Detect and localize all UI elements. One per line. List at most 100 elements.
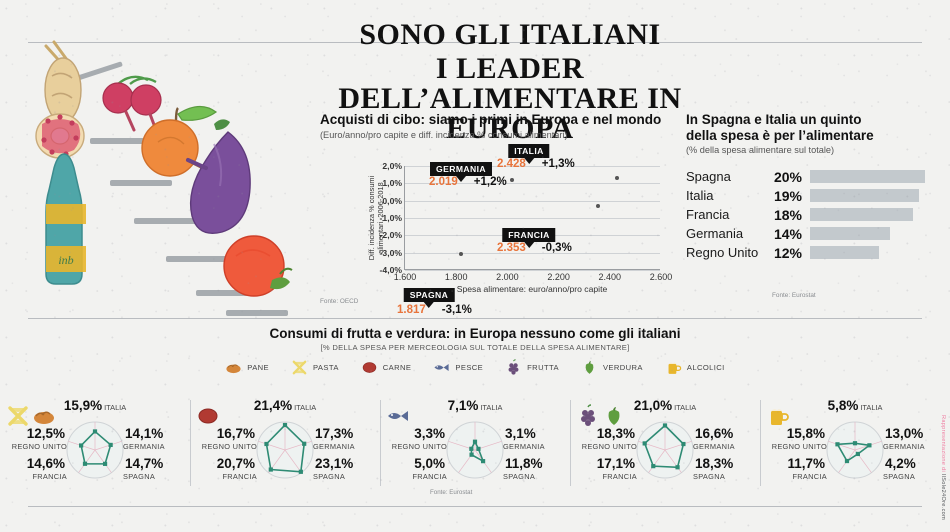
radar-country-spagna: SPAGNA [503,472,536,481]
radar-panel-pane-e-pasta: 15,9% ITALIA 14,1% GERMANIA 14,7% SPAGNA 14,6%… [0,392,190,502]
radar-value-regno-unito: 18,3% [596,426,635,441]
scatter-point[interactable] [458,252,463,257]
scatter-callout-pointer [424,302,434,309]
bar-fill [810,246,879,260]
scatter-gridline [405,270,660,271]
radar-chart [823,418,887,482]
scatter-gridline [405,218,660,219]
scatter-plot-area: 2,0% 1,0% 0,0% -1,0% -2,0% -3,0% -4,0% 1.600 1.8… [380,144,672,316]
radar-panel-inner: 7,1% ITALIA 3,1% GERMANIA 11,8% SPAGNA 5,0% FRA… [380,392,570,502]
scatter-value-row: 2.353 -0,3% [497,242,572,254]
radar-value-number: 21,0% [633,398,673,413]
bar-country-label: Spagna [686,169,731,185]
scatter-subtitle: (Euro/anno/pro capite e diff. incidenza … [320,129,568,140]
top-rule [28,42,922,43]
radar-country-label: ITALIA [480,403,503,412]
radar-value-spagna: 23,1% [315,456,354,471]
bar-fill [810,208,914,222]
radar-country-germania: GERMANIA [883,442,925,451]
radar-value-francia: 17,1% [596,456,635,471]
scatter-value-pct: +1,3% [541,158,575,171]
scatter-callout-label: GERMANIA [430,161,492,176]
bar-track [810,246,936,260]
pasta-icon [291,359,308,376]
scatter-callout-pointer [523,158,534,165]
section2-subtitle: [% DELLA SPESA PER MERCEOLOGIA SUL TOTAL… [320,343,630,352]
radar-value-germania: 14,1% [125,426,164,441]
radar-value-number: 21,4% [253,398,293,413]
radar-panel-alcolici: 5,8% ITALIA 13,0% GERMANIA 4,2% SPAGNA 11,7% FR… [760,392,950,502]
bar-row: Germania 14% [686,224,936,243]
scatter-callout-label: ITALIA [508,144,550,159]
radar-country-germania: GERMANIA [503,442,545,451]
radar-panel-inner: 21,4% ITALIA 17,3% GERMANIA 23,1% SPAGNA 20,7%… [190,392,380,502]
radar-panel-icons [196,404,220,428]
bars-title-line1: In Spagna e Italia un quinto [686,112,862,127]
scatter-point[interactable] [614,176,619,181]
radar-value-francia: 14,6% [26,456,65,471]
radar-value-germania: 17,3% [315,426,354,441]
scatter-y-tick: 0,0% [382,195,402,206]
scatter-x-tick: 2.000 [496,272,519,282]
radar-value-regno-unito: 3,3% [414,426,445,441]
scatter-value-pct: -3,1% [441,304,472,317]
scatter-value-row: 1.817 -3,1% [397,304,472,316]
radar-country-label: ITALIA [860,403,883,412]
radar-country-spagna: SPAGNA [123,472,156,481]
legend-item-pasta[interactable]: PASTA [291,359,339,376]
bar-value-label: 20% [773,168,802,185]
radar-country-label: ITALIA [674,403,697,412]
bar-country-label: Italia [686,188,714,204]
scatter-source: Fonte: OECD [320,298,359,305]
radar-country-francia: FRANCIA [222,472,257,481]
bar-track [810,227,936,241]
scatter-value-spend: 2.428 [497,158,526,171]
bar-row: Italia 19% [686,186,936,205]
credit-pink: Rappresentazione di [940,415,946,473]
legend-item-frutta[interactable]: FRUTTA [505,359,559,376]
radar-panel-inner: 5,8% ITALIA 13,0% GERMANIA 4,2% SPAGNA 11,7% FR… [760,392,950,502]
scatter-y-tick: -3,0% [379,247,402,258]
section2-title: Consumi di frutta e verdura: in Europa n… [269,326,681,341]
radar-country-regno-unito: REGNO UNITO [201,442,257,451]
food-illustration: inb [18,18,308,318]
radar-value-italia: 21,4% ITALIA [254,398,316,413]
bars-list: Spagna 20% Italia 19% Francia 18% Germania 14% R… [686,167,936,262]
bar-fill [810,189,919,203]
bars-title-line2: della spesa è per l’alimentare [686,127,874,143]
bar-value-label: 12% [773,244,802,261]
scatter-chart: Diff. incidenza % consumi alimentari, 20… [367,144,672,316]
radar-country-spagna: SPAGNA [693,472,726,481]
meat-icon [361,359,378,376]
scatter-y-tick: -1,0% [379,213,402,223]
tomato-illustration [223,235,293,297]
fish-icon [433,359,450,376]
radar-value-italia: 7,1% ITALIA [448,398,503,413]
legend-item-verdura[interactable]: VERDURA [581,359,643,376]
scatter-callout-label: FRANCIA [502,227,556,242]
legend-item-alcolici[interactable]: ALCOLICI [665,359,725,376]
legend-item-label: ALCOLICI [686,363,725,372]
legend-item-carne[interactable]: CARNE [361,359,412,376]
scatter-callout-italia: ITALIA [508,144,550,165]
legend-item-pane[interactable]: PANE [225,359,269,376]
scatter-callout-germania: GERMANIA [430,161,492,182]
radar-panel-frutta-e-verdura: 21,0% ITALIA 16,6% GERMANIA 18,3% SPAGNA 17,1%… [570,392,760,502]
legend-item-label: PESCE [455,363,484,372]
scatter-point[interactable] [510,177,515,182]
radar-country-label: ITALIA [294,403,317,412]
section2-header: Consumi di frutta e verdura: in Europa n… [0,326,950,376]
scatter-gridline [405,183,660,185]
radar-chart [253,418,317,482]
bottom-rule [28,506,922,507]
legend-item-pesce[interactable]: PESCE [433,359,483,376]
scatter-y-tick: 1,0% [382,178,402,189]
radar-value-regno-unito: 12,5% [26,426,65,441]
credit-gray: IlSole24Ore.com [940,473,946,521]
scatter-callout-francia: FRANCIA [502,227,556,248]
scatter-value-row: 2.428 +1,3% [497,158,575,170]
radar-value-number: 5,8% [827,398,859,413]
mid-rule [28,318,922,319]
radar-value-number: 7,1% [447,398,479,413]
scatter-point[interactable] [595,203,600,208]
